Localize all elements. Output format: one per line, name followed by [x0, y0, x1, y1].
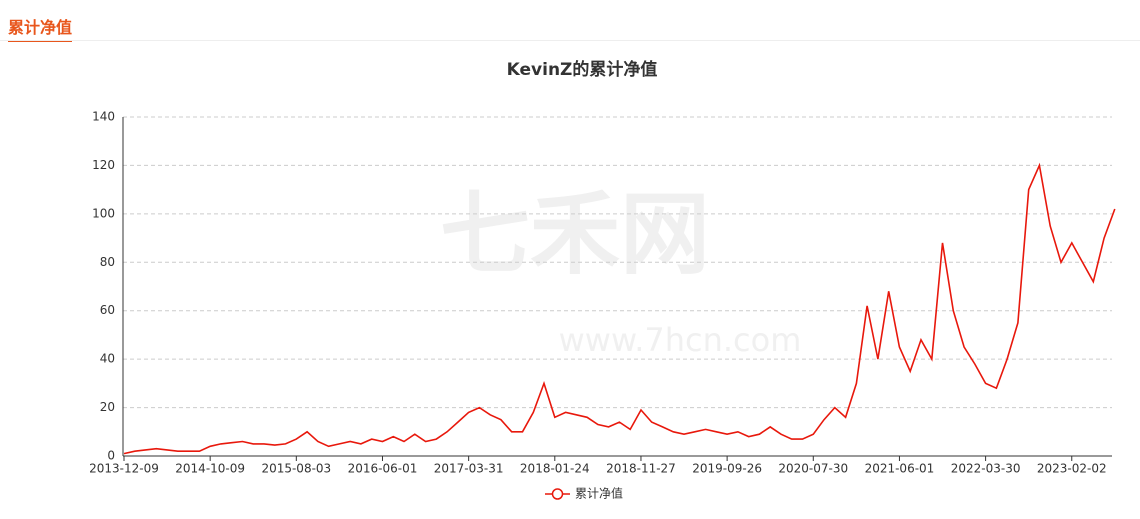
x-tick-label: 2023-02-02	[1037, 462, 1107, 476]
watermark-url: www.7hcn.com	[559, 321, 802, 359]
tab[interactable]: 累计净值	[8, 14, 73, 42]
x-tick-label: 2022-03-30	[951, 462, 1021, 476]
x-tick-label: 2017-03-31	[434, 462, 504, 476]
y-tick-label: 140	[92, 110, 115, 124]
x-tick-label: 2020-07-30	[778, 462, 848, 476]
x-tick-label: 2021-06-01	[865, 462, 935, 476]
x-tick-label: 2014-10-09	[175, 462, 245, 476]
x-tick-label: 2018-01-24	[520, 462, 590, 476]
y-tick-label: 40	[100, 352, 115, 366]
y-tick-label: 100	[92, 206, 115, 220]
legend-label: 累计净值	[575, 486, 623, 501]
x-tick-label: 2015-08-03	[261, 462, 331, 476]
legend-marker	[551, 488, 564, 500]
line	[123, 162, 1116, 455]
x-tick-label: 2016-06-01	[348, 462, 418, 476]
watermark: 七禾网	[440, 182, 710, 287]
y-tick-label: 120	[92, 158, 115, 172]
x-tick-label: 2019-09-26	[692, 462, 762, 476]
y-tick-label: 60	[100, 303, 115, 317]
y-tick-label: 80	[100, 255, 115, 269]
x-tick-label: 2013-12-09	[89, 462, 159, 476]
y-tick-label: 0	[107, 449, 115, 463]
x-tick-label: 2018-11-27	[606, 462, 676, 476]
y-tick-label: 20	[100, 400, 115, 414]
chart-title: KevinZ的累计净值	[507, 59, 658, 80]
divider	[0, 40, 1140, 41]
